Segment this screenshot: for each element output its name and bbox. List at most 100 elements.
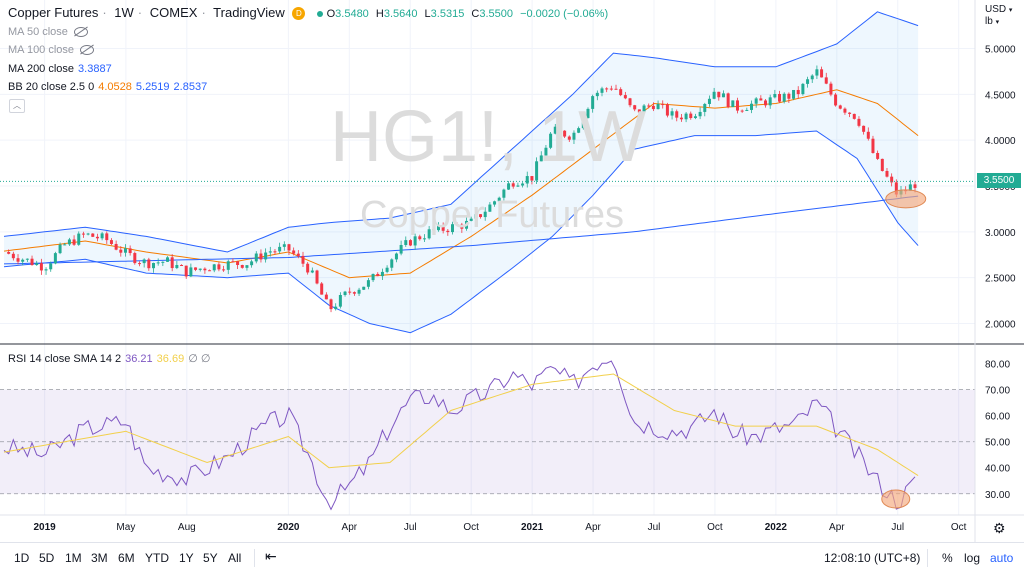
- candle-body: [661, 104, 665, 106]
- candle-body: [577, 128, 581, 133]
- candle-body: [123, 248, 127, 253]
- range-all-button[interactable]: All: [228, 551, 242, 565]
- currency-selector[interactable]: USD ▾: [985, 4, 1013, 15]
- legend-ma100[interactable]: MA 100 close: [8, 43, 98, 57]
- currency-label: USD: [985, 4, 1007, 15]
- goto-date-icon[interactable]: ⇤: [265, 548, 277, 564]
- candle-body: [721, 93, 725, 98]
- unit-selector[interactable]: lb ▾: [985, 16, 1000, 27]
- candle-body: [768, 97, 772, 106]
- candle-body: [712, 91, 716, 99]
- candle-body: [446, 230, 450, 233]
- candle-body: [525, 176, 529, 184]
- candle-body: [479, 214, 483, 218]
- candle-body: [838, 105, 842, 109]
- price-series-layer: [0, 11, 975, 334]
- range-1m-button[interactable]: 1M: [65, 551, 82, 565]
- candle-body: [792, 89, 796, 99]
- clock-display[interactable]: 12:08:10 (UTC+8): [824, 551, 921, 565]
- candle-body: [184, 265, 188, 277]
- candle-body: [465, 220, 469, 229]
- candle-body: [773, 93, 777, 98]
- candle-body: [301, 255, 305, 264]
- candle-body: [670, 111, 674, 116]
- range-3m-button[interactable]: 3M: [91, 551, 108, 565]
- candle-body: [170, 257, 174, 269]
- symbol-header[interactable]: Copper Futures · 1W · COMEX · TradingView D…: [8, 5, 609, 21]
- symbol-interval[interactable]: 1W: [114, 5, 134, 20]
- range-1y-button[interactable]: 1Y: [179, 551, 194, 565]
- bollinger-band-fill: [4, 11, 919, 333]
- range-ytd-button[interactable]: YTD: [145, 551, 169, 565]
- candle-body: [511, 183, 515, 187]
- price-tick-label: 4.0000: [985, 136, 1016, 147]
- candle-body: [591, 96, 595, 109]
- candle-body: [254, 253, 258, 262]
- candle-body: [63, 244, 67, 246]
- candle-body: [217, 264, 221, 270]
- candle-body: [133, 253, 137, 264]
- candle-body: [390, 259, 394, 268]
- percent-toggle[interactable]: %: [942, 551, 953, 565]
- candle-body: [380, 271, 384, 277]
- candle-body: [44, 269, 48, 271]
- legend-bb[interactable]: BB 20 close 2.5 0 4.0528 5.2519 2.8537: [8, 80, 211, 94]
- candle-body: [259, 253, 263, 260]
- candle-body: [633, 105, 637, 110]
- candle-body: [843, 108, 847, 113]
- range-5d-button[interactable]: 5D: [39, 551, 55, 565]
- settings-gear-icon[interactable]: ⚙: [993, 520, 1006, 536]
- time-tick-label: 2022: [765, 522, 788, 533]
- candle-body: [521, 183, 525, 186]
- toolbar-divider: [927, 549, 928, 567]
- legend-ma200[interactable]: MA 200 close 3.3887: [8, 62, 116, 76]
- delayed-badge[interactable]: D: [292, 7, 306, 21]
- candle-body: [782, 93, 786, 102]
- candle-body: [862, 125, 866, 132]
- candle-body: [385, 267, 389, 272]
- candle-body: [422, 238, 426, 240]
- price-tick-label: 4.5000: [985, 90, 1016, 101]
- eye-hidden-icon[interactable]: [80, 45, 95, 56]
- candle-body: [413, 236, 417, 246]
- candle-body: [67, 239, 71, 245]
- candle-body: [563, 130, 567, 137]
- candle-body: [820, 69, 824, 78]
- range-5y-button[interactable]: 5Y: [203, 551, 218, 565]
- ma200-value: 3.3887: [78, 63, 112, 75]
- rsi-sma-line: [3, 373, 919, 477]
- candle-body: [161, 261, 165, 263]
- candle-body: [642, 105, 646, 113]
- legend-ma50[interactable]: MA 50 close: [8, 25, 92, 39]
- bb-lower-line: [3, 130, 919, 334]
- legend-rsi[interactable]: RSI 14 close SMA 14 2 36.21 36.69 ∅ ∅: [8, 352, 214, 366]
- candle-body: [250, 261, 254, 266]
- candle-body: [474, 214, 478, 219]
- eye-hidden-icon[interactable]: [73, 27, 88, 38]
- candle-body: [750, 103, 753, 110]
- range-1d-button[interactable]: 1D: [14, 551, 30, 565]
- log-toggle[interactable]: log: [964, 551, 981, 565]
- candle-body: [100, 233, 104, 239]
- symbol-name[interactable]: Copper Futures: [8, 5, 99, 20]
- candle-body: [408, 240, 412, 246]
- candle-body: [240, 265, 244, 268]
- collapse-legend-button[interactable]: ︿: [9, 99, 25, 113]
- candle-body: [273, 251, 277, 253]
- range-6m-button[interactable]: 6M: [118, 551, 135, 565]
- candle-body: [880, 158, 884, 171]
- candle-body: [81, 233, 85, 235]
- candle-body: [778, 93, 782, 102]
- candle-body: [605, 88, 609, 90]
- candle-body: [399, 244, 403, 254]
- time-tick-label: 2020: [277, 522, 300, 533]
- auto-toggle[interactable]: auto: [990, 551, 1014, 565]
- time-tick-label: 2019: [34, 522, 57, 533]
- candle-body: [806, 79, 810, 84]
- ohlc-o-value: 3.5480: [335, 8, 369, 20]
- candle-body: [628, 98, 632, 106]
- candle-body: [745, 109, 749, 111]
- symbol-source: TradingView: [213, 5, 285, 20]
- candle-body: [890, 176, 894, 183]
